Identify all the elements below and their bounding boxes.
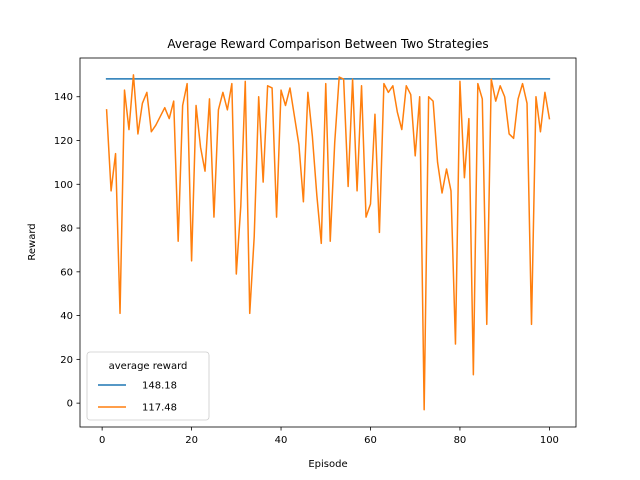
legend-title: average reward [109, 361, 188, 372]
legend-entry-1: 148.18 [142, 381, 177, 392]
x-tick-label: 20 [185, 435, 198, 446]
x-tick-label: 60 [364, 435, 377, 446]
series-layer [105, 74, 551, 411]
x-tick-label: 0 [99, 435, 105, 446]
y-tick-label: 80 [60, 224, 73, 235]
y-tick-label: 120 [54, 136, 73, 147]
series-line-2 [105, 74, 551, 411]
x-tick-label: 80 [454, 435, 467, 446]
legend-items: 148.18 117.48 [98, 381, 177, 414]
y-tick-label: 100 [54, 180, 73, 191]
legend-entry-2: 117.48 [142, 403, 177, 414]
legend-box [86, 351, 210, 421]
plot-frame [79, 57, 577, 428]
y-tick-label: 60 [60, 267, 73, 278]
legend: average reward 148.18 117.48 [86, 351, 210, 421]
y-axis: 0 20 40 60 80 100 120 140 [54, 92, 80, 410]
x-tick-label: 100 [540, 435, 559, 446]
x-axis-label: Episode [308, 459, 347, 470]
y-tick-label: 20 [60, 355, 73, 366]
y-axis-label: Reward [27, 223, 38, 260]
x-axis: 0 20 40 60 80 100 [99, 427, 559, 446]
y-tick-label: 40 [60, 311, 73, 322]
y-tick-label: 140 [54, 92, 73, 103]
chart-title: Average Reward Comparison Between Two St… [167, 37, 488, 51]
y-tick-label: 0 [67, 399, 73, 410]
x-tick-label: 40 [275, 435, 288, 446]
